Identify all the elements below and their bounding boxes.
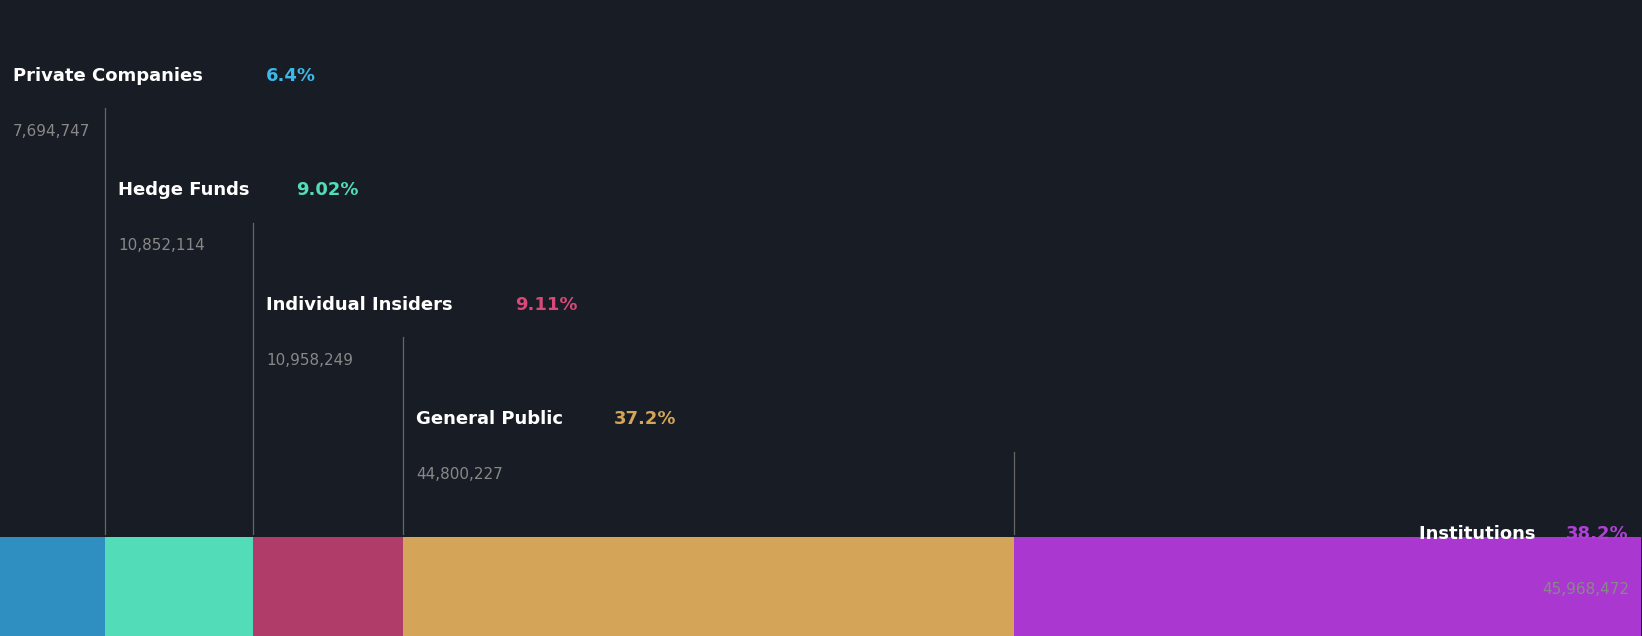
Text: 37.2%: 37.2% — [614, 410, 677, 428]
Text: 6.4%: 6.4% — [266, 67, 317, 85]
Bar — [0, 537, 105, 636]
Text: 38.2%: 38.2% — [1566, 525, 1629, 543]
Text: Individual Insiders: Individual Insiders — [266, 296, 460, 314]
Text: Private Companies: Private Companies — [13, 67, 209, 85]
Bar — [105, 537, 253, 636]
Text: 9.02%: 9.02% — [296, 181, 358, 199]
Text: Institutions: Institutions — [1419, 525, 1542, 543]
Text: 10,852,114: 10,852,114 — [118, 238, 205, 254]
Bar — [253, 537, 402, 636]
Text: 7,694,747: 7,694,747 — [13, 124, 90, 139]
Text: Hedge Funds: Hedge Funds — [118, 181, 256, 199]
Text: 44,800,227: 44,800,227 — [415, 467, 502, 483]
Bar — [402, 537, 1013, 636]
Text: General Public: General Public — [415, 410, 570, 428]
Text: 10,958,249: 10,958,249 — [266, 353, 353, 368]
Bar — [1013, 537, 1640, 636]
Text: 9.11%: 9.11% — [516, 296, 578, 314]
Text: 45,968,472: 45,968,472 — [1542, 582, 1629, 597]
